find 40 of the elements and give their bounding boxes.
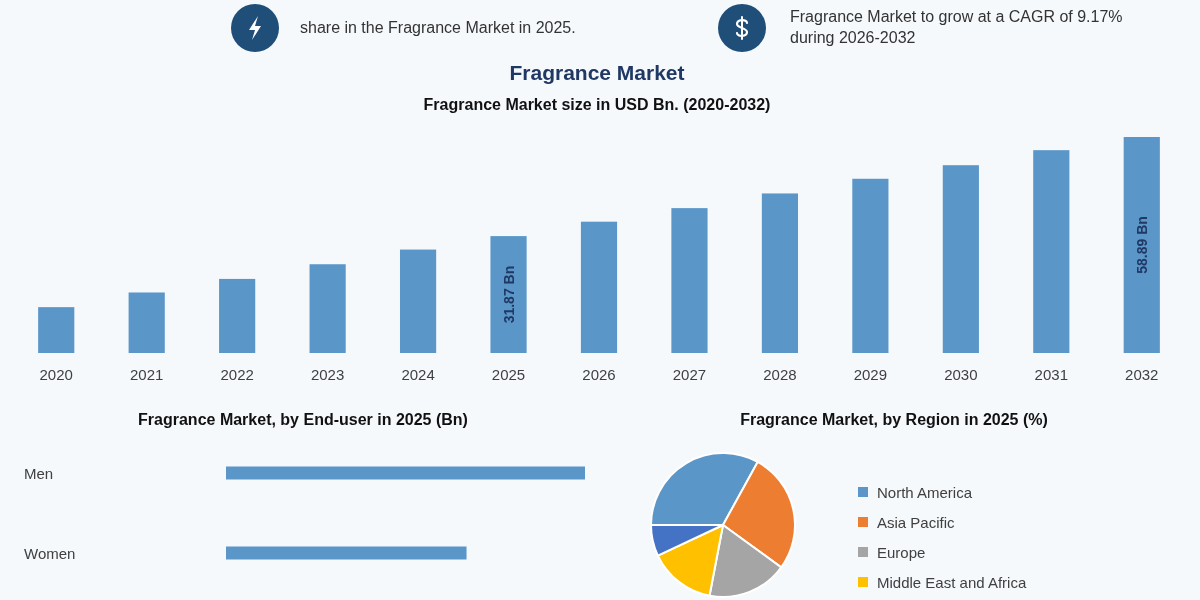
legend-label: Asia Pacific	[877, 513, 956, 531]
chart-title: Fragrance Market, by Region in 2025 (%)	[740, 411, 1048, 428]
y-tick-label: Women	[24, 544, 76, 562]
x-tick-label: 2025	[491, 366, 526, 383]
chart-title: Fragrance Market, by End-user in 2025 (Bn)	[138, 411, 468, 428]
y-tick-label: Men	[24, 464, 54, 482]
text: share in the Fragrance Market in 2025.	[300, 19, 576, 36]
x-tick-label: 2021	[130, 366, 164, 383]
x-tick-label: 2028	[763, 366, 797, 383]
x-tick-label: 2023	[310, 366, 345, 383]
bar	[1033, 150, 1070, 353]
bar	[852, 178, 889, 353]
x-tick-label: 2029	[853, 366, 888, 383]
bar	[309, 264, 346, 353]
legend-label: Europe	[877, 543, 926, 561]
bar	[38, 307, 75, 353]
x-tick-label: 2031	[1034, 366, 1068, 383]
x-tick-label: 2032	[1125, 366, 1159, 383]
chart-subtitle: Fragrance Market size in USD Bn. (2020-2032)	[423, 96, 771, 113]
data-label: 58.89 Bn	[1133, 216, 1150, 274]
bar	[580, 221, 618, 353]
legend-label: Middle East and Africa	[877, 573, 1027, 591]
bar	[128, 292, 165, 353]
x-tick-label: 2024	[401, 366, 435, 383]
bar	[399, 249, 437, 353]
bar	[1123, 137, 1160, 353]
chart-title: Fragrance Market	[509, 61, 685, 84]
x-tick-label: 2022	[220, 366, 254, 383]
x-tick-label: 2020	[39, 366, 73, 383]
bar	[219, 278, 256, 353]
x-tick-label: 2027	[672, 366, 707, 383]
bar	[761, 193, 799, 353]
text: Fragrance Market to grow at a CAGR of 9.17% during 2026-2032	[790, 8, 1123, 46]
data-label: 31.87 Bn	[500, 265, 517, 324]
x-tick-label: 2030	[944, 366, 978, 383]
bar	[671, 208, 708, 353]
bar	[942, 165, 979, 353]
legend-label: North America	[877, 483, 973, 501]
bar	[490, 236, 527, 353]
x-tick-label: 2026	[582, 366, 616, 383]
